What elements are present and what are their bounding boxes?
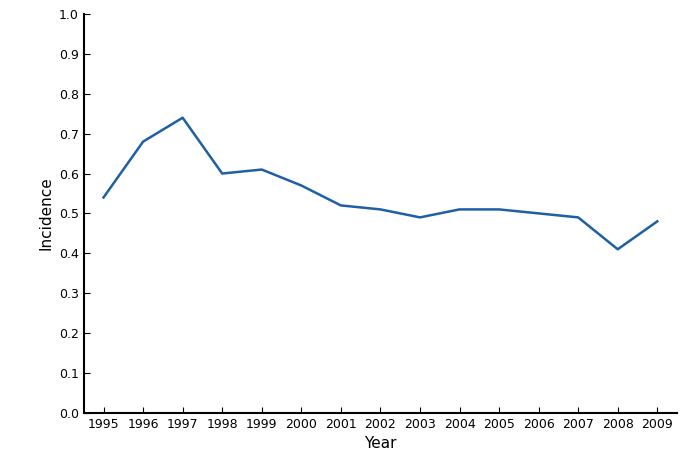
- X-axis label: Year: Year: [364, 436, 396, 451]
- Y-axis label: Incidence: Incidence: [38, 176, 53, 250]
